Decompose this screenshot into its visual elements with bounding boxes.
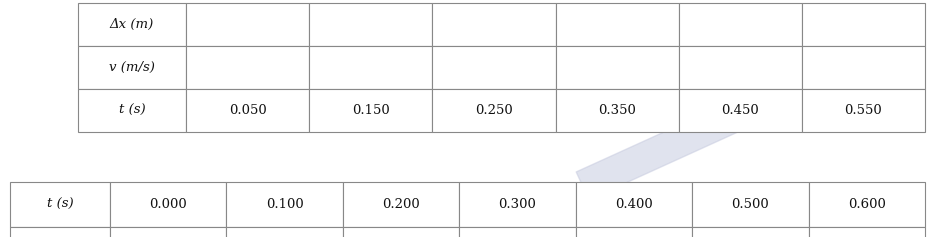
- Bar: [460, 227, 575, 237]
- Text: 0.400: 0.400: [615, 198, 652, 211]
- Bar: [460, 182, 575, 227]
- Text: v (m/s): v (m/s): [109, 61, 155, 74]
- Bar: [556, 89, 679, 132]
- Text: t (s): t (s): [47, 198, 73, 211]
- Bar: [227, 182, 343, 227]
- Bar: [186, 46, 309, 89]
- Bar: [802, 3, 925, 46]
- Text: t (s): t (s): [118, 104, 146, 117]
- Bar: [432, 46, 556, 89]
- Bar: [679, 46, 802, 89]
- Text: 0.600: 0.600: [848, 198, 885, 211]
- Text: 0.050: 0.050: [228, 104, 266, 117]
- Text: 0.500: 0.500: [731, 198, 769, 211]
- Text: 0.550: 0.550: [844, 104, 883, 117]
- Bar: [432, 3, 556, 46]
- Text: 0.000: 0.000: [149, 198, 187, 211]
- Bar: [110, 182, 227, 227]
- Bar: [802, 89, 925, 132]
- Bar: [309, 46, 432, 89]
- Bar: [556, 3, 679, 46]
- Bar: [575, 227, 692, 237]
- Bar: [679, 89, 802, 132]
- Bar: [679, 3, 802, 46]
- Bar: [78, 89, 186, 132]
- Bar: [343, 227, 460, 237]
- Bar: [432, 89, 556, 132]
- Bar: [556, 46, 679, 89]
- Bar: [575, 182, 692, 227]
- FancyArrowPatch shape: [576, 30, 907, 200]
- Bar: [78, 3, 186, 46]
- Bar: [186, 3, 309, 46]
- Bar: [309, 89, 432, 132]
- Bar: [10, 227, 110, 237]
- Text: 0.450: 0.450: [721, 104, 760, 117]
- Bar: [10, 182, 110, 227]
- Bar: [110, 227, 227, 237]
- Text: 0.150: 0.150: [352, 104, 389, 117]
- Bar: [808, 227, 925, 237]
- Bar: [692, 182, 808, 227]
- Bar: [802, 46, 925, 89]
- Text: 0.250: 0.250: [475, 104, 513, 117]
- Text: 0.200: 0.200: [383, 198, 420, 211]
- Bar: [186, 89, 309, 132]
- Bar: [692, 227, 808, 237]
- Bar: [309, 3, 432, 46]
- Bar: [343, 182, 460, 227]
- Text: 0.100: 0.100: [266, 198, 304, 211]
- Text: 0.350: 0.350: [598, 104, 636, 117]
- Text: Δx (m): Δx (m): [110, 18, 154, 31]
- Bar: [78, 46, 186, 89]
- Text: 0.300: 0.300: [498, 198, 537, 211]
- Bar: [227, 227, 343, 237]
- Bar: [808, 182, 925, 227]
